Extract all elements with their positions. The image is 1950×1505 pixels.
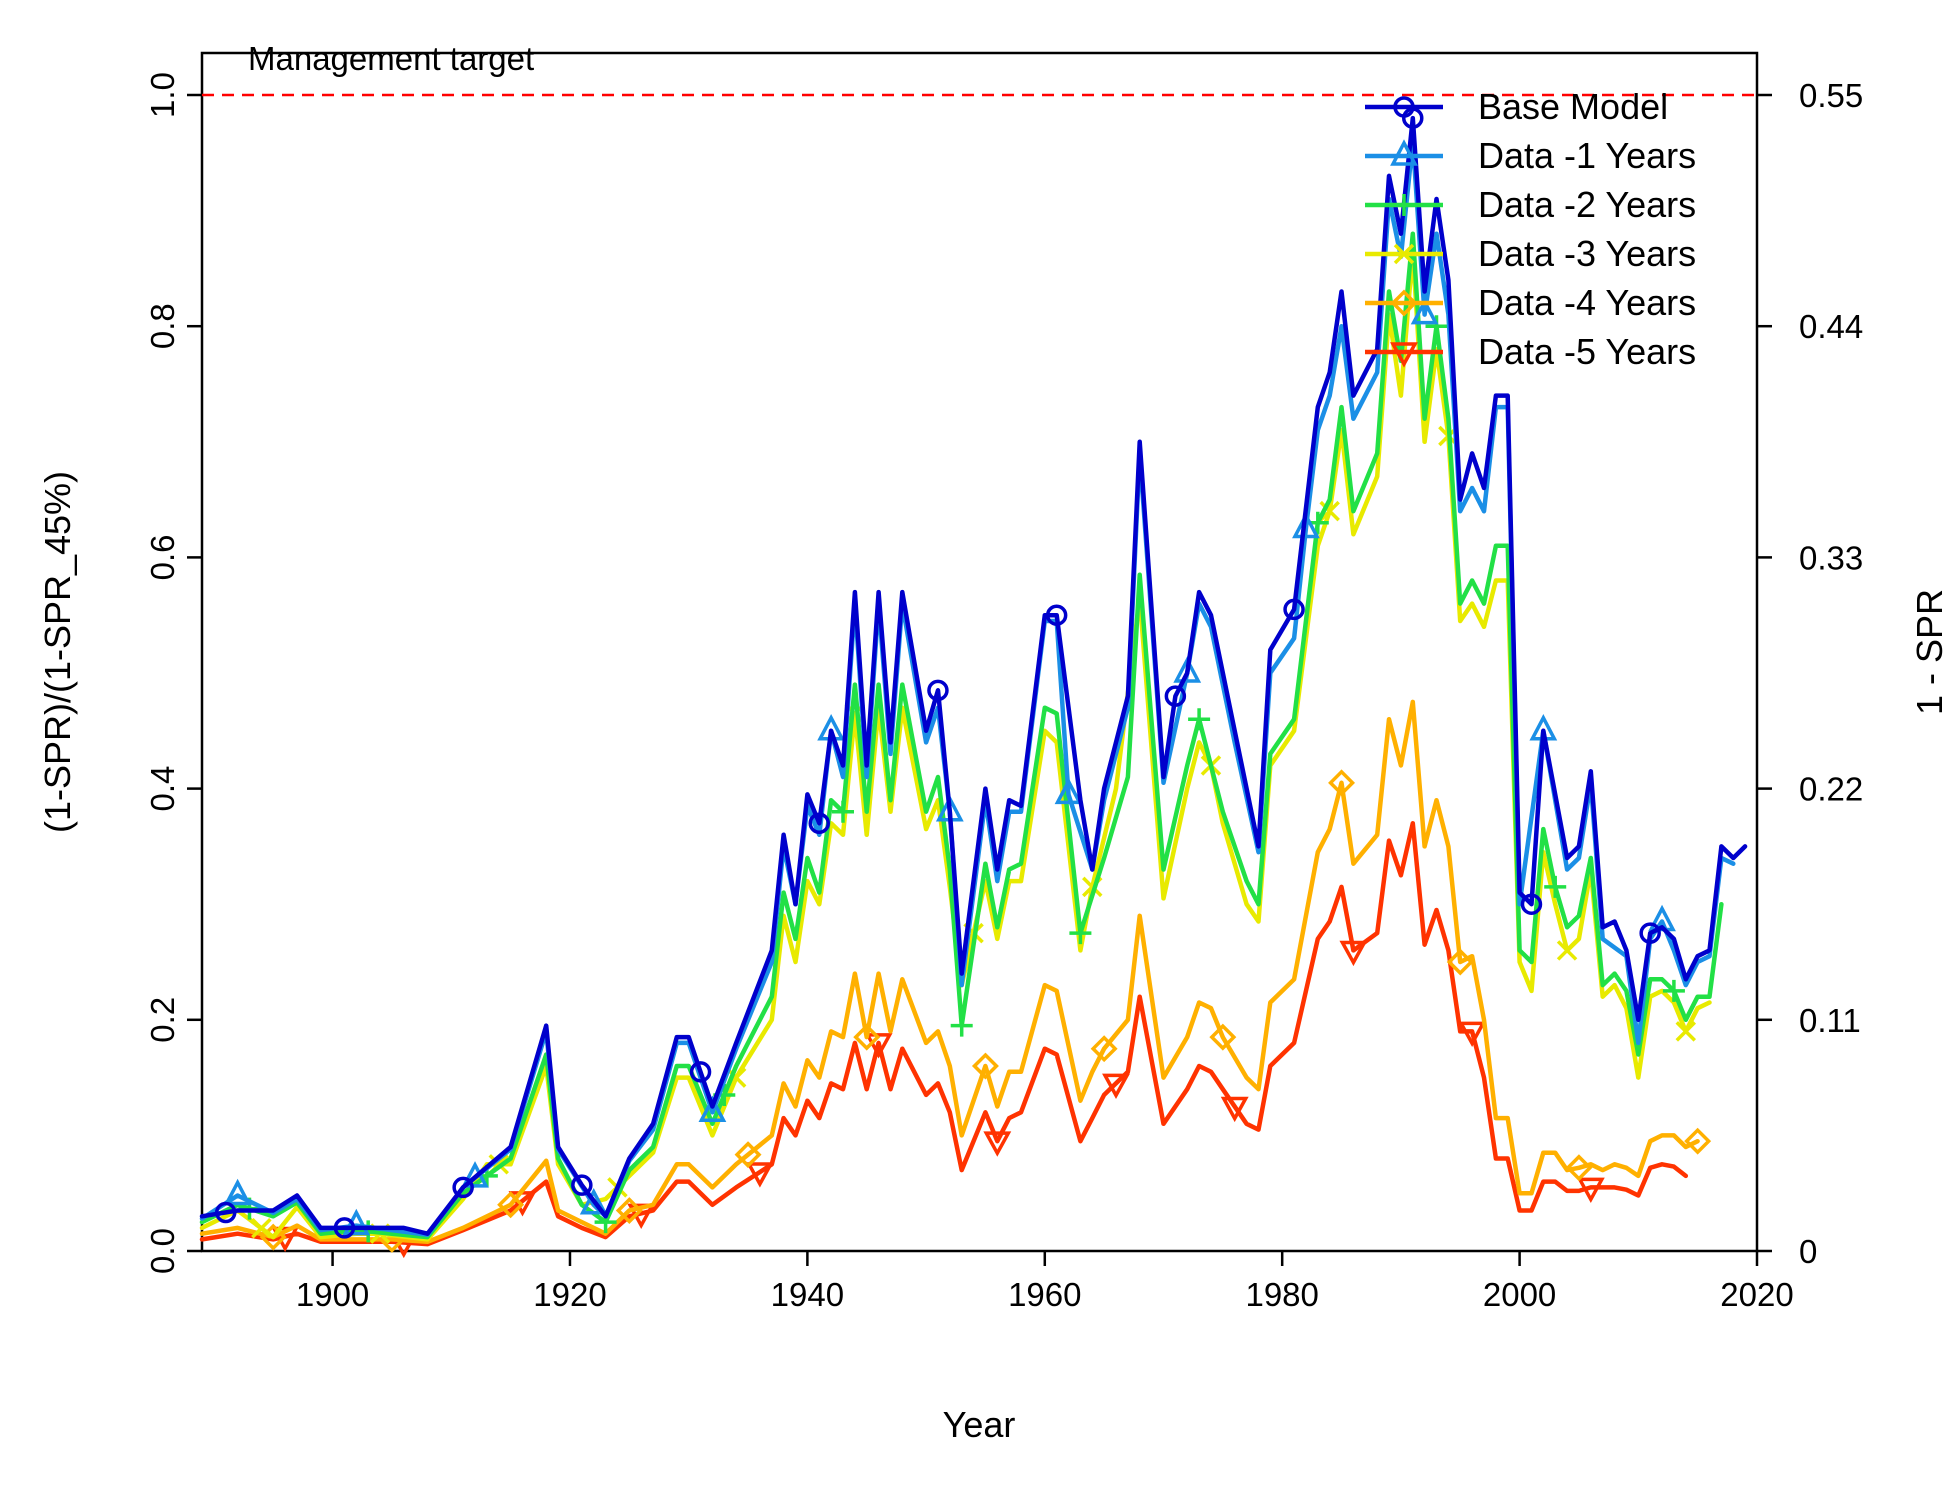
cross-marker	[1677, 1022, 1695, 1040]
legend-label: Data -2 Years	[1478, 184, 1696, 225]
y-tick-label: 0.2	[144, 997, 181, 1043]
y-tick-label: 0.0	[144, 1228, 181, 1274]
management-target-label: Management target	[248, 40, 534, 77]
right-y-axis: 0 0.11 0.22 0.33 0.44 0.55	[1757, 77, 1863, 1270]
series-layer	[202, 109, 1745, 1254]
legend-label: Data -1 Years	[1478, 135, 1696, 176]
y-axis-label: (1-SPR)/(1-SPR_45%)	[37, 471, 78, 833]
x-axis: 1900 1920 1940 1960 1980 2000 2020	[296, 1251, 1794, 1313]
y-tick-label: 0.4	[144, 766, 181, 812]
x-tick-label: 1900	[296, 1276, 369, 1313]
series-base-model	[202, 109, 1745, 1237]
plus-marker	[951, 1015, 973, 1037]
y-right-tick-label: 0.44	[1799, 308, 1863, 345]
x-tick-label: 2000	[1483, 1276, 1556, 1313]
x-tick-label: 1940	[771, 1276, 844, 1313]
y-tick-label: 0.8	[144, 303, 181, 349]
y-right-tick-label: 0.11	[1799, 1002, 1861, 1039]
plus-marker	[1069, 922, 1091, 944]
x-axis-label: Year	[943, 1404, 1016, 1445]
plus-marker	[1188, 708, 1210, 730]
y-right-tick-label: 0.33	[1799, 539, 1863, 576]
legend-label: Data -3 Years	[1478, 233, 1696, 274]
series-data-4-years	[202, 702, 1709, 1251]
series-line	[202, 702, 1698, 1242]
x-tick-label: 1920	[533, 1276, 606, 1313]
y-tick-label: 1.0	[144, 72, 181, 118]
y-right-tick-label: 0.22	[1799, 771, 1863, 808]
legend-item: Data -5 Years	[1365, 331, 1696, 372]
x-tick-label: 1980	[1245, 1276, 1318, 1313]
x-tick-label: 2020	[1720, 1276, 1793, 1313]
legend-label: Base Model	[1478, 86, 1668, 127]
left-y-axis: 0.0 0.2 0.4 0.6 0.8 1.0	[144, 72, 202, 1274]
legend-label: Data -5 Years	[1478, 331, 1696, 372]
series-data-5-years	[202, 823, 1686, 1254]
legend-label: Data -4 Years	[1478, 282, 1696, 323]
y-tick-label: 0.6	[144, 534, 181, 580]
triangle-marker	[227, 1183, 249, 1204]
series-line	[202, 823, 1686, 1244]
y-right-tick-label: 0	[1799, 1233, 1817, 1270]
y-axis-label-right: 1 - SPR	[1909, 589, 1950, 715]
plus-marker	[1426, 315, 1448, 337]
x-tick-label: 1960	[1008, 1276, 1081, 1313]
y-right-tick-label: 0.55	[1799, 77, 1863, 114]
